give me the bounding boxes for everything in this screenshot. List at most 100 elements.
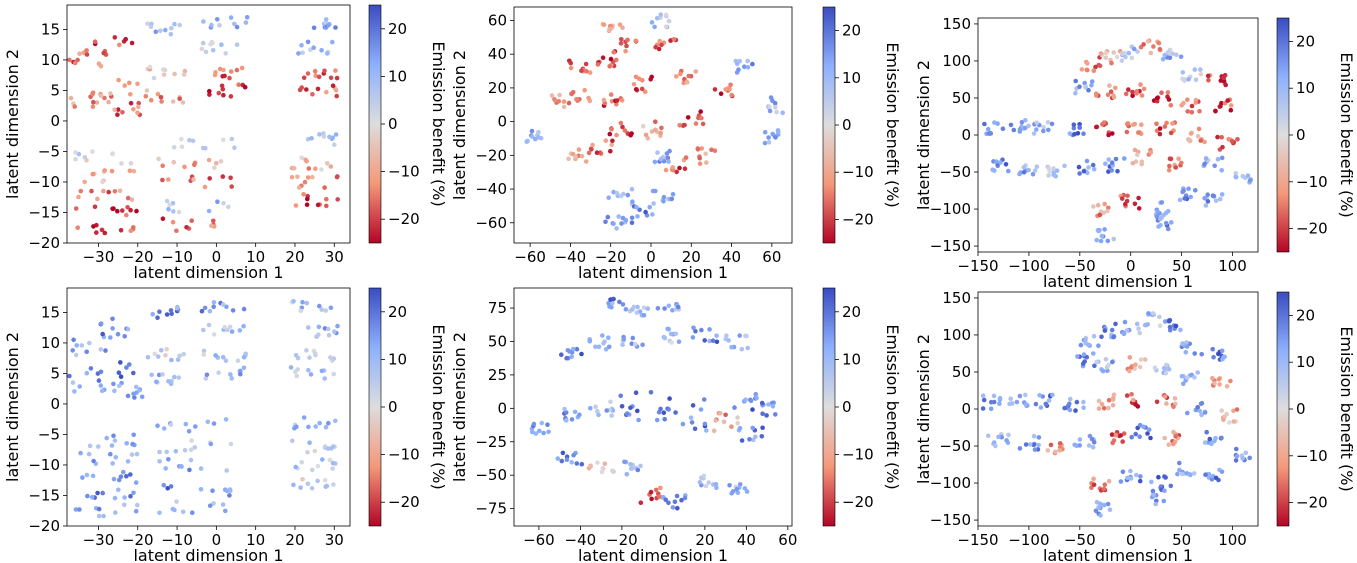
data-point <box>308 372 314 377</box>
data-point <box>759 400 765 406</box>
data-point <box>1130 397 1136 403</box>
data-point <box>323 424 329 430</box>
data-point <box>188 447 194 453</box>
data-point <box>1159 90 1164 95</box>
data-point <box>595 408 600 414</box>
x-tick-label: −100 <box>1008 531 1049 549</box>
data-point <box>1101 210 1106 215</box>
data-point <box>182 448 188 453</box>
data-point <box>1234 446 1239 452</box>
y-axis-label: latent dimension 2 <box>914 334 933 484</box>
data-point <box>677 123 682 128</box>
data-point <box>620 302 626 307</box>
y-tick-label: −5 <box>38 425 60 443</box>
data-point <box>312 448 318 454</box>
data-point <box>1149 479 1154 485</box>
data-point <box>557 92 562 98</box>
data-point <box>131 168 137 174</box>
data-point <box>1091 68 1097 73</box>
data-point <box>641 305 647 311</box>
data-point <box>110 461 115 466</box>
data-point <box>648 489 654 495</box>
data-point <box>204 372 210 378</box>
y-tick-label: −50 <box>939 437 971 455</box>
data-point <box>134 451 140 457</box>
colorbar-label: Emission benefit (%) <box>1337 52 1356 217</box>
data-point <box>128 100 134 106</box>
data-point <box>659 42 664 48</box>
data-point <box>559 458 565 464</box>
scatter-points <box>529 296 778 511</box>
data-point <box>208 42 213 47</box>
data-point <box>1120 439 1125 444</box>
data-point <box>700 121 706 127</box>
data-point <box>151 75 157 81</box>
data-point <box>128 207 133 213</box>
data-point <box>1162 394 1168 399</box>
data-point <box>1077 125 1082 130</box>
data-point <box>116 77 121 83</box>
data-point <box>1085 342 1091 348</box>
data-point <box>992 168 997 173</box>
data-point <box>135 110 140 115</box>
data-point <box>112 107 117 112</box>
data-point <box>193 424 198 429</box>
data-point <box>229 184 234 189</box>
data-point <box>623 217 629 223</box>
data-point <box>198 487 204 492</box>
data-point <box>155 315 160 321</box>
data-point <box>1162 52 1167 58</box>
data-point <box>101 188 106 194</box>
data-point <box>1151 492 1156 498</box>
data-point <box>1045 448 1051 453</box>
data-point <box>1212 163 1217 169</box>
data-point <box>303 157 308 163</box>
data-point <box>1166 318 1172 324</box>
data-point <box>190 510 195 515</box>
data-point <box>217 23 222 28</box>
data-point <box>610 468 615 474</box>
data-point <box>1085 61 1090 66</box>
data-point <box>577 412 582 418</box>
data-point <box>310 174 315 180</box>
data-point <box>102 168 107 173</box>
data-point <box>682 166 688 171</box>
data-point <box>307 440 312 446</box>
data-point <box>198 466 204 471</box>
data-point <box>316 332 321 338</box>
data-point <box>1177 467 1182 473</box>
data-point <box>1139 93 1145 98</box>
x-axis-label: latent dimension 1 <box>133 263 283 282</box>
data-point <box>330 466 335 471</box>
data-point <box>1202 161 1207 167</box>
x-axis-label: latent dimension 1 <box>1043 546 1193 563</box>
data-point <box>666 18 672 24</box>
data-point <box>1166 442 1171 448</box>
data-point <box>1106 362 1111 368</box>
data-point <box>115 331 121 337</box>
data-point <box>305 71 311 76</box>
data-point <box>214 160 219 166</box>
data-point <box>1023 118 1028 123</box>
data-point <box>1210 346 1215 352</box>
data-point <box>331 356 337 361</box>
data-point <box>683 155 689 160</box>
data-point <box>1162 488 1167 494</box>
data-point <box>211 300 217 305</box>
data-point <box>1240 456 1245 461</box>
data-point <box>723 412 728 418</box>
data-point <box>600 55 606 60</box>
data-point <box>1057 441 1063 446</box>
data-point <box>122 502 127 508</box>
data-point <box>96 61 102 66</box>
data-point <box>205 419 211 425</box>
data-point <box>1182 77 1188 82</box>
data-point <box>1075 131 1081 136</box>
data-point <box>1171 404 1176 410</box>
data-point <box>1111 396 1116 401</box>
data-point <box>1202 440 1208 445</box>
data-point <box>536 135 541 140</box>
data-point <box>1100 368 1106 374</box>
data-point <box>1195 405 1200 410</box>
data-point <box>211 421 217 426</box>
